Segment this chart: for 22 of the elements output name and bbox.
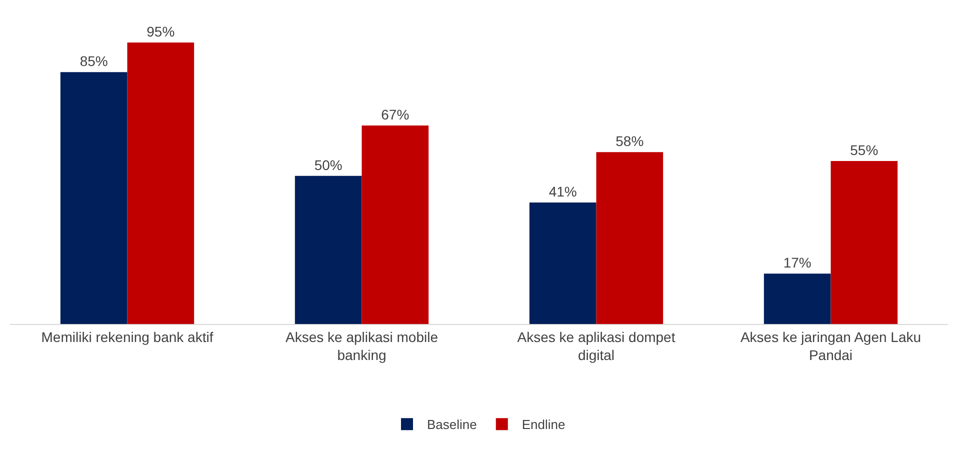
- bar: [127, 42, 194, 324]
- bar: [294, 176, 362, 324]
- bar: [362, 125, 429, 324]
- data-label: 55%: [850, 142, 878, 158]
- legend-label: Baseline: [427, 417, 477, 432]
- x-tick-label: Akses ke aplikasi mobile banking: [285, 328, 438, 363]
- data-label: 50%: [314, 156, 342, 173]
- bar: [596, 152, 664, 324]
- bar: [830, 161, 898, 324]
- bar: [60, 72, 128, 324]
- data-label: 17%: [783, 254, 812, 271]
- data-label: 41%: [548, 184, 577, 200]
- data-label: 58%: [616, 133, 644, 150]
- x-tick-label: Akses ke jaringan Agen Laku Pandai: [740, 328, 922, 363]
- x-tick-label: Memiliki rekening bank aktif: [41, 328, 214, 345]
- legend-label: Endline: [522, 417, 566, 432]
- x-tick-label: Akses ke aplikasi dompet digital: [517, 328, 676, 363]
- bar: [764, 274, 831, 324]
- data-label: 85%: [80, 53, 108, 70]
- data-label: 95%: [146, 24, 175, 40]
- bar: [529, 202, 596, 324]
- data-label: 67%: [381, 106, 410, 122]
